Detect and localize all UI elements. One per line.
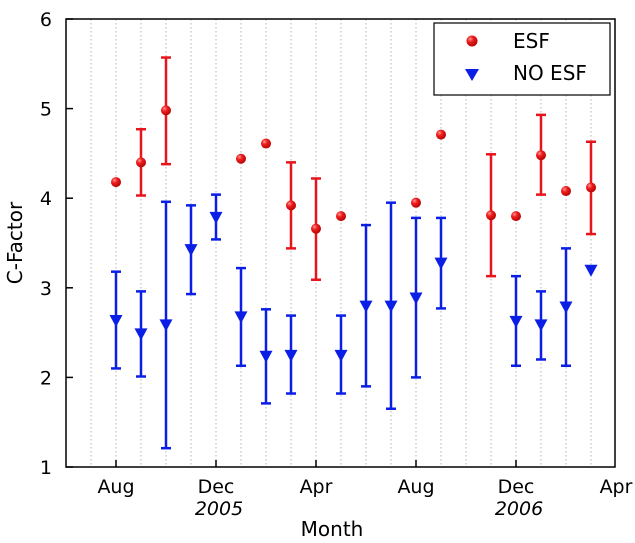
esf-point — [311, 223, 321, 234]
esf-point — [286, 200, 296, 211]
legend-esf-label: ESF — [513, 29, 550, 53]
plot-frame — [65, 18, 616, 468]
esf-point — [111, 177, 121, 188]
y-tick-label: 1 — [40, 457, 52, 479]
esf-point — [261, 138, 271, 149]
x-tick-label: Dec — [498, 476, 535, 498]
year-label: 2006 — [495, 498, 543, 520]
esf-point — [136, 157, 146, 168]
x-tick-label: Apr — [600, 476, 633, 498]
no-esf-point — [359, 300, 373, 313]
esf-point — [536, 150, 546, 161]
tick-labels: 1 2 3 4 5 6 Aug Dec Apr Aug Dec Apr 2005 2006 — [40, 9, 633, 520]
no-esf-point — [234, 311, 248, 324]
y-tick-label: 4 — [40, 188, 52, 210]
esf-point — [436, 129, 446, 140]
ticks — [66, 18, 517, 468]
error-bars — [111, 56, 596, 450]
esf-point — [161, 105, 171, 116]
y-axis-title: C-Factor — [3, 201, 27, 284]
legend: ESF NO ESF — [433, 22, 611, 96]
year-label: 2005 — [195, 498, 243, 520]
esf-point — [411, 197, 421, 208]
legend-no-esf-label: NO ESF — [513, 61, 587, 85]
x-tick-label: Aug — [397, 476, 434, 498]
x-tick-label: Dec — [198, 476, 235, 498]
legend-box — [433, 22, 611, 96]
no-esf-point — [334, 349, 348, 362]
x-tick-label: Aug — [97, 476, 134, 498]
no-esf-point — [209, 211, 223, 224]
no-esf-point — [534, 319, 548, 332]
no-esf-point — [259, 350, 273, 363]
no-esf-point — [434, 257, 448, 270]
no-esf-point — [384, 300, 398, 313]
legend-esf-marker — [466, 35, 478, 47]
y-tick-label: 3 — [40, 278, 52, 300]
no-esf-point — [509, 315, 523, 328]
no-esf-point — [584, 264, 598, 277]
no-esf-point — [559, 301, 573, 314]
y-tick-label: 2 — [40, 367, 52, 389]
x-axis-title: Month — [301, 517, 364, 541]
x-tick-label: Apr — [300, 476, 333, 498]
esf-point — [586, 182, 596, 193]
no-esf-point — [109, 314, 123, 327]
legend-no-esf-marker — [465, 69, 479, 81]
no-esf-point — [134, 328, 148, 341]
esf-point — [336, 211, 346, 222]
no-esf-point — [409, 292, 423, 305]
no-esf-point — [159, 319, 173, 332]
y-tick-label: 5 — [40, 99, 52, 121]
y-tick-label: 6 — [40, 9, 52, 31]
esf-point — [486, 210, 496, 221]
esf-point — [511, 211, 521, 222]
no-esf-point — [184, 244, 198, 257]
esf-point — [561, 186, 571, 197]
data-markers — [109, 105, 598, 363]
esf-point — [236, 153, 246, 164]
no-esf-point — [284, 349, 298, 362]
